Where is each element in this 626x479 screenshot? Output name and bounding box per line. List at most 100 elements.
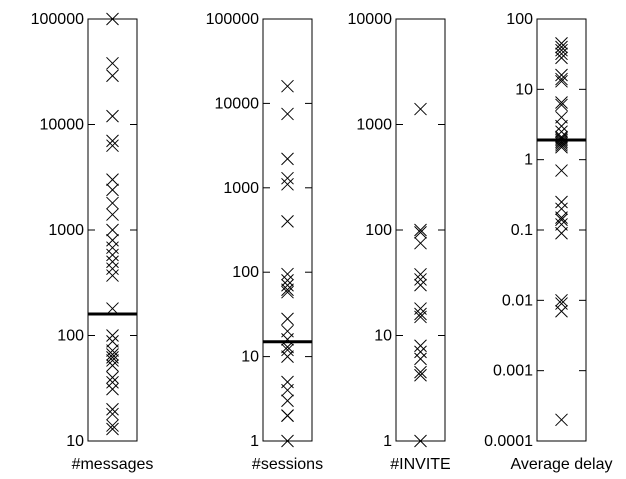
marker-stroke [281, 350, 294, 363]
data-point [414, 310, 427, 324]
marker-stroke [281, 278, 294, 292]
data-point [555, 164, 568, 177]
data-point [555, 72, 568, 86]
marker-stroke [414, 225, 427, 239]
data-point [414, 223, 427, 237]
data-point [106, 402, 119, 416]
data-point [414, 273, 427, 286]
marker-stroke [414, 365, 427, 379]
data-point [555, 195, 568, 209]
data-point [555, 68, 568, 82]
marker-stroke [555, 74, 568, 88]
data-point [281, 394, 294, 408]
tick-label: 1000 [356, 117, 392, 134]
data-point [555, 119, 568, 133]
data-point [106, 269, 119, 282]
marker-stroke [414, 273, 427, 286]
data-point [555, 304, 568, 318]
marker-stroke [414, 278, 427, 292]
data-point [281, 171, 294, 185]
marker-stroke [414, 339, 427, 353]
tick-label: 100 [365, 222, 392, 239]
data-point [414, 339, 427, 353]
data-point [555, 202, 568, 216]
panel-3: 1 10 100 1000 10000 #INVITE [348, 11, 451, 473]
marker-stroke [106, 208, 119, 221]
data-point [281, 409, 294, 422]
data-point [555, 213, 568, 227]
data-point [414, 225, 427, 239]
marker-stroke [106, 255, 119, 269]
data-point [555, 140, 568, 154]
marker-stroke [555, 293, 568, 307]
data-point [555, 135, 568, 149]
data-point [106, 109, 119, 123]
data-point [281, 434, 294, 448]
marker-stroke [106, 173, 119, 187]
panel-4: 0.0001 0.001 0.01 0.1 1 10 100 Average delay [484, 11, 612, 473]
data-point [281, 312, 294, 326]
tick-label: 10 [66, 433, 84, 450]
marker-stroke [414, 368, 427, 382]
marker-stroke [106, 248, 119, 262]
marker-stroke [555, 68, 568, 82]
data-point [555, 293, 568, 307]
data-point [281, 177, 294, 191]
data-point [106, 335, 119, 348]
x-axis-label: Average delay [511, 456, 613, 473]
marker-stroke [106, 109, 119, 123]
marker-stroke [555, 119, 568, 133]
marker-stroke [414, 345, 427, 359]
data-point [106, 419, 119, 432]
data-point [281, 107, 294, 121]
marker-stroke [414, 236, 427, 250]
data-point [106, 375, 119, 389]
panel-2: 1 10 100 1000 10000 100000 #sessions [206, 11, 323, 473]
data-point [414, 278, 427, 292]
data-point [555, 74, 568, 88]
data-point [555, 37, 568, 50]
data-point [281, 267, 294, 281]
data-point [414, 267, 427, 281]
marker-stroke [555, 140, 568, 154]
marker-stroke [555, 218, 568, 231]
data-point [106, 134, 119, 148]
data-point [555, 96, 568, 109]
tick-label: 100000 [31, 11, 84, 28]
x-axis-label: #messages [72, 456, 154, 473]
marker-stroke [555, 226, 568, 240]
marker-stroke [106, 269, 119, 282]
tick-label: 10 [374, 328, 392, 345]
marker-stroke [281, 394, 294, 408]
data-point [555, 51, 568, 65]
data-point [414, 434, 427, 448]
data-point [106, 248, 119, 262]
marker-stroke [281, 79, 294, 93]
tick-label: 1 [250, 433, 259, 450]
marker-stroke [555, 132, 568, 145]
data-point [414, 368, 427, 382]
marker-stroke [555, 211, 568, 224]
data-point [414, 307, 427, 321]
marker-stroke [555, 96, 568, 109]
marker-stroke [281, 343, 294, 357]
data-point [555, 413, 568, 427]
data-point [281, 79, 294, 93]
marker-stroke [106, 359, 119, 372]
data-point [106, 382, 119, 396]
marker-stroke [281, 107, 294, 121]
tick-label: 1000 [48, 222, 84, 239]
marker-stroke [106, 329, 119, 342]
marker-stroke [106, 196, 119, 210]
marker-stroke [555, 110, 568, 124]
data-point [555, 110, 568, 124]
marker-stroke [555, 164, 568, 177]
marker-stroke [414, 310, 427, 324]
marker-stroke [555, 213, 568, 227]
marker-stroke [106, 348, 119, 361]
data-point [106, 407, 119, 421]
tick-label: 0.01 [502, 292, 533, 309]
marker-stroke [414, 267, 427, 281]
marker-stroke [281, 177, 294, 191]
